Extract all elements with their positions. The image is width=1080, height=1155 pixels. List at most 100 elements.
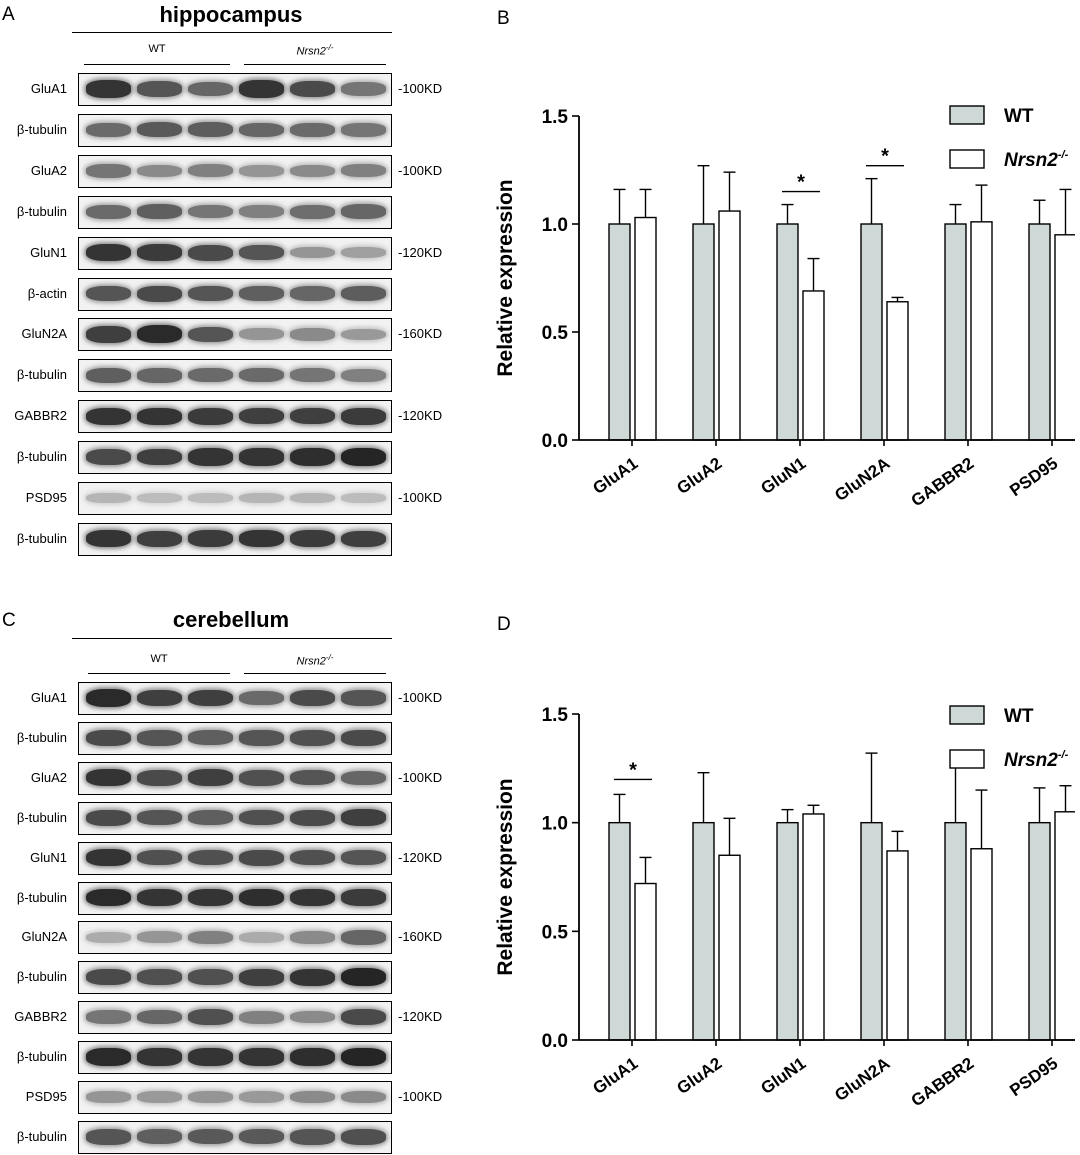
x-tick-label: GluN2A <box>831 1054 893 1105</box>
x-tick-label: GluN2A <box>831 454 893 505</box>
blot-strip <box>78 482 392 515</box>
protein-band <box>239 769 284 786</box>
protein-band <box>341 82 386 96</box>
blot-label: β-tubulin <box>16 203 67 219</box>
blot-label: GluN2A <box>21 326 67 342</box>
protein-band <box>188 730 233 746</box>
protein-band <box>290 493 335 503</box>
protein-band <box>341 1009 386 1026</box>
protein-band <box>239 932 284 943</box>
blot-label: β-actin <box>27 285 67 301</box>
protein-band <box>188 1009 233 1025</box>
protein-band <box>86 809 131 826</box>
protein-band <box>137 849 182 866</box>
panel-letter-a: A <box>2 4 15 25</box>
protein-band <box>137 407 182 425</box>
protein-band <box>341 809 386 826</box>
blot-strip <box>78 1041 392 1075</box>
group-label-wt: WT <box>150 653 168 665</box>
protein-band <box>137 244 182 261</box>
protein-band <box>137 285 182 302</box>
blot-strip <box>78 921 392 955</box>
panel-letter-c: C <box>2 610 16 631</box>
significance-star: * <box>629 759 637 781</box>
protein-band <box>239 80 284 98</box>
protein-band <box>86 163 131 178</box>
protein-band <box>137 1091 182 1103</box>
protein-band <box>341 123 386 137</box>
protein-band <box>341 849 386 866</box>
blot-strip <box>78 154 392 188</box>
protein-band <box>239 368 284 383</box>
x-tick-label: GluA1 <box>589 1054 641 1098</box>
protein-band <box>239 809 284 826</box>
blot-label: GluA2 <box>30 769 67 785</box>
blot-label: β-tubulin <box>16 729 67 745</box>
protein-band <box>290 849 335 866</box>
molecular-weight-label: -120KD <box>398 849 443 865</box>
protein-band <box>341 286 386 301</box>
protein-band <box>290 1048 335 1066</box>
molecular-weight-label: -120KD <box>398 1009 443 1025</box>
protein-band <box>86 326 131 343</box>
protein-band <box>290 286 335 301</box>
protein-band <box>188 849 233 866</box>
blot-strip <box>78 113 392 147</box>
legend-swatch-nrsn2 <box>949 749 985 769</box>
protein-band <box>86 689 131 707</box>
protein-band <box>239 530 284 548</box>
blot-strip <box>78 841 392 875</box>
protein-band <box>341 530 386 548</box>
legend-swatch-wt <box>949 705 985 725</box>
protein-band <box>290 809 335 826</box>
protein-band <box>86 932 131 943</box>
bar-wt <box>608 821 631 1041</box>
blot-strip <box>78 761 392 795</box>
blot-label: β-tubulin <box>16 121 67 137</box>
protein-band <box>290 770 335 786</box>
protein-band <box>137 204 182 220</box>
bar-wt <box>1028 821 1051 1041</box>
protein-band <box>86 969 131 986</box>
protein-band <box>188 969 233 986</box>
protein-band <box>137 448 182 466</box>
protein-band <box>188 1048 233 1066</box>
x-tick-label: GluA1 <box>589 454 641 498</box>
protein-band <box>290 530 335 548</box>
protein-band <box>86 1010 131 1024</box>
protein-band <box>137 969 182 986</box>
legend-label-wt: WT <box>1004 706 1034 727</box>
blot-strip <box>78 318 392 352</box>
panel-letter-d: D <box>497 614 511 635</box>
legend-swatch-wt <box>949 105 985 125</box>
y-tick-label: 0.0 <box>542 431 568 452</box>
protein-band <box>137 809 182 826</box>
blot-strip <box>78 73 392 106</box>
blot-strip <box>78 441 392 475</box>
legend-label-wt: WT <box>1004 106 1034 127</box>
blot-label: β-tubulin <box>16 969 67 985</box>
protein-band <box>137 493 182 503</box>
protein-band <box>290 448 335 466</box>
protein-band <box>86 729 131 746</box>
bar-wt <box>692 223 715 441</box>
x-tick-label: GluA2 <box>673 1054 725 1098</box>
protein-band <box>341 368 386 382</box>
blot-strip <box>78 682 392 715</box>
blot-title: cerebellum <box>172 607 290 632</box>
group-rule-nrsn2 <box>244 673 386 674</box>
protein-band <box>137 530 182 548</box>
bar-wt <box>776 821 799 1041</box>
molecular-weight-label: -100KD <box>398 690 443 705</box>
x-tick-label: GluN1 <box>757 1054 809 1098</box>
blot-label: GluN2A <box>21 929 67 945</box>
protein-band <box>239 493 284 503</box>
protein-band <box>86 407 131 425</box>
blot-strip <box>78 1120 392 1154</box>
protein-band <box>341 493 386 503</box>
protein-band <box>137 730 182 746</box>
protein-band <box>341 1129 386 1145</box>
panel-letter-b: B <box>497 8 510 29</box>
protein-band <box>290 368 335 383</box>
protein-band <box>137 931 182 944</box>
